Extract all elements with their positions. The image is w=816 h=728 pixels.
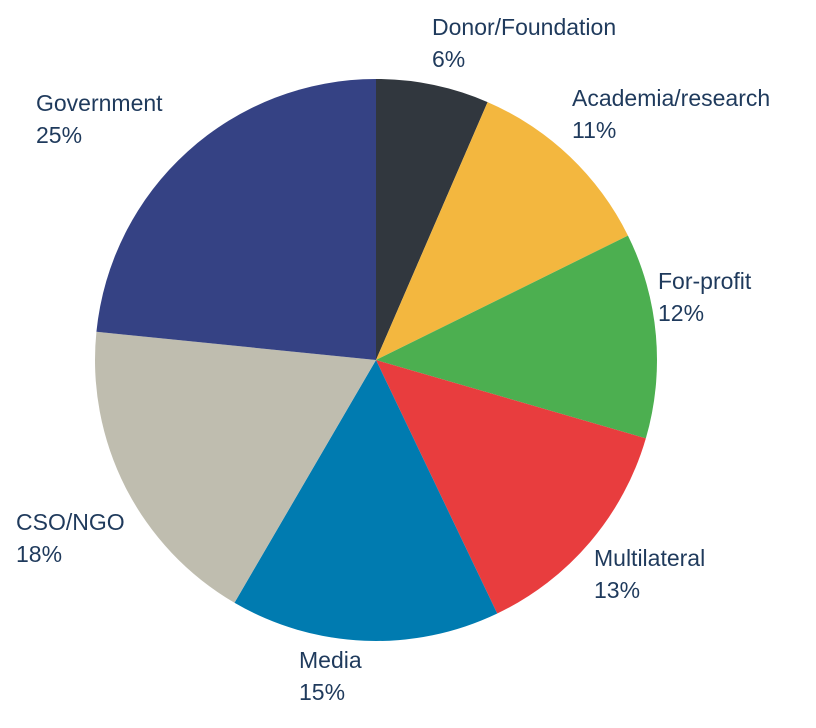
pie-slice-media [234,360,498,641]
slice-label-multilateral: Multilateral 13% [594,545,712,603]
pie-slice-cso-ngo [95,331,376,603]
pie-slice-for-profit [376,235,658,439]
slice-name-donor-foundation: Donor/Foundation [432,14,616,40]
pie-slice-government [96,79,377,360]
slice-label-cso-ngo: CSO/NGO 18% [16,509,131,567]
slice-pct-donor-foundation: 6% [432,46,465,72]
slice-name-for-profit: For-profit [658,268,752,294]
slice-name-multilateral: Multilateral [594,545,705,571]
slice-pct-government: 25% [36,122,82,148]
slice-name-academia-research: Academia/research [572,85,770,111]
slice-pct-cso-ngo: 18% [16,541,62,567]
pie-slices [95,79,658,641]
pie-labels: Donor/Foundation 6% Academia/research 11… [16,14,777,705]
slice-pct-media: 15% [299,679,345,705]
slice-label-media: Media 15% [299,647,368,705]
slice-pct-for-profit: 12% [658,300,704,326]
pie-slice-academia-research [376,102,628,361]
slice-label-for-profit: For-profit 12% [658,268,758,326]
slice-name-cso-ngo: CSO/NGO [16,509,125,535]
slice-label-academia-research: Academia/research 11% [572,85,777,143]
pie-slice-donor-foundation [376,79,488,360]
slice-pct-multilateral: 13% [594,577,640,603]
slice-label-donor-foundation: Donor/Foundation 6% [432,14,623,72]
slice-name-government: Government [36,90,163,116]
slice-label-government: Government 25% [36,90,169,148]
slice-pct-academia-research: 11% [572,117,616,143]
pie-slice-multilateral [376,360,646,614]
slice-name-media: Media [299,647,362,673]
